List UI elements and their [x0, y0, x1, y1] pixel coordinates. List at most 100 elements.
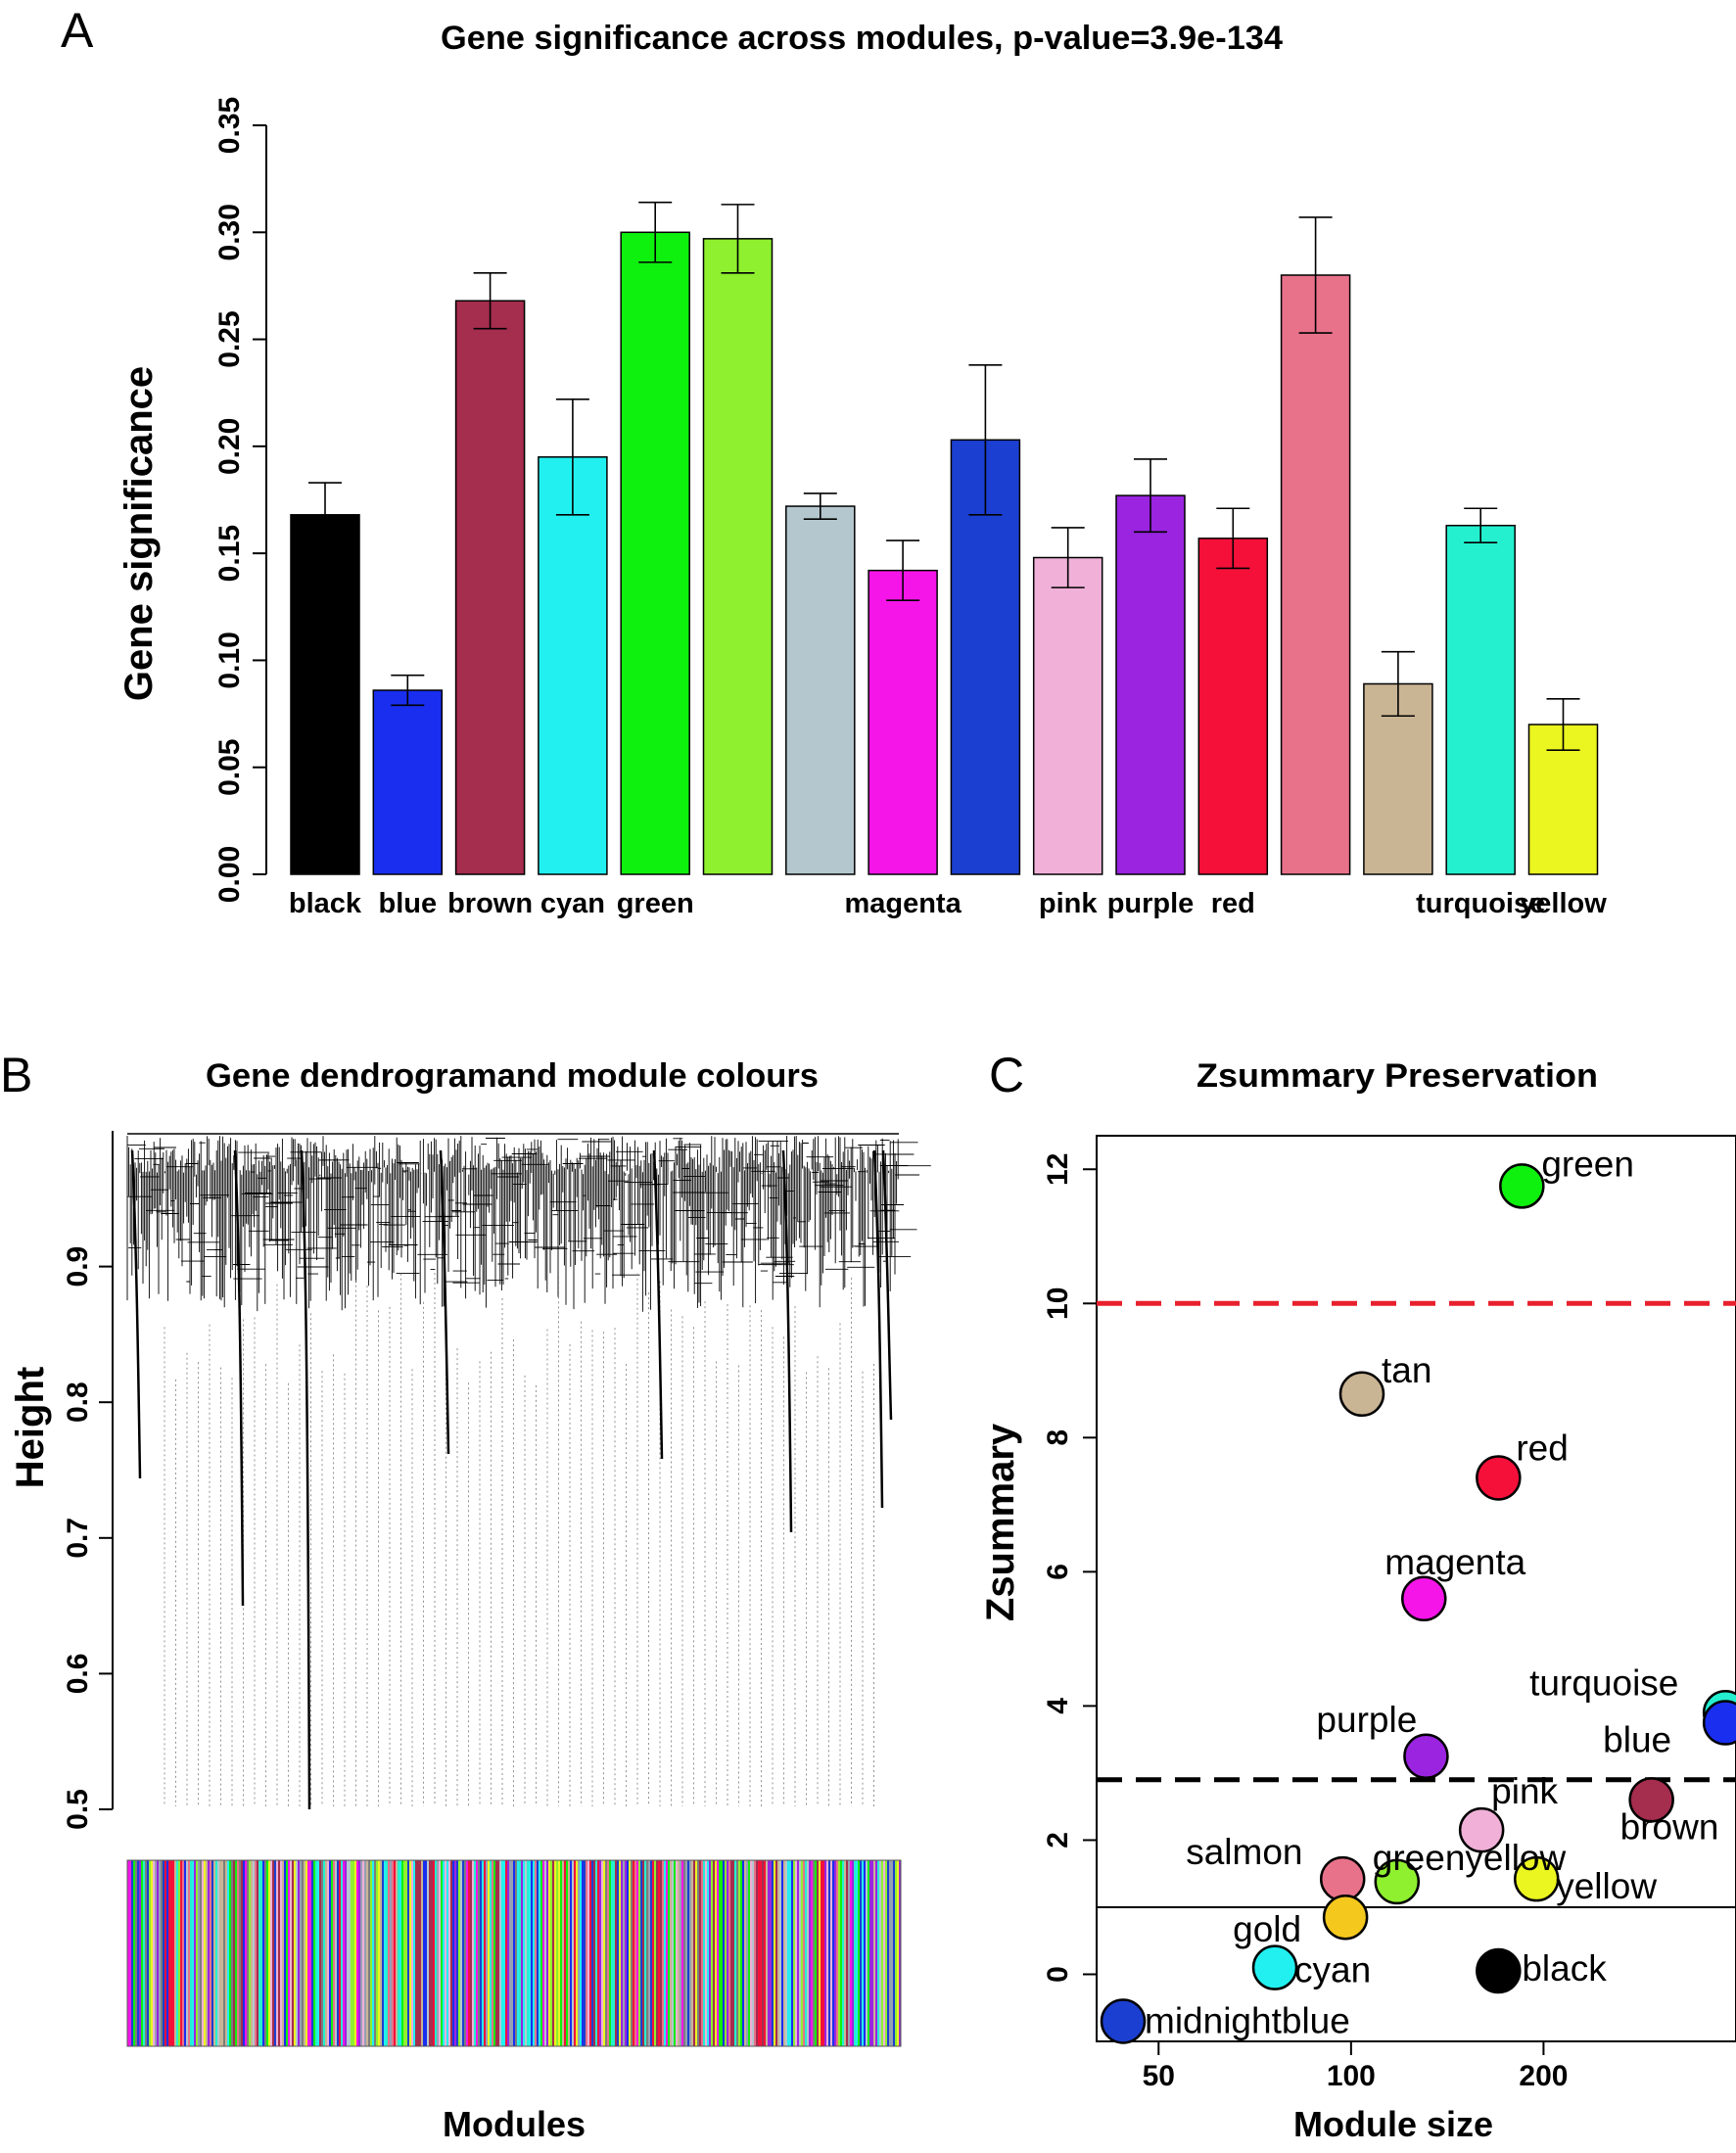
module-color-stripe — [889, 1860, 892, 2046]
module-color-stripe — [315, 1860, 318, 2046]
category-label-black: black — [289, 888, 362, 919]
module-color-stripe — [687, 1860, 690, 2046]
module-color-stripe — [264, 1860, 267, 2046]
module-color-stripe — [305, 1860, 308, 2046]
module-color-stripe — [309, 1860, 312, 2046]
module-color-stripe — [380, 1860, 383, 2046]
bar-brown — [454, 300, 526, 875]
module-color-stripe — [227, 1860, 230, 2046]
module-color-stripe — [413, 1860, 416, 2046]
module-color-stripe — [707, 1860, 710, 2046]
module-color-stripe — [147, 1860, 150, 2046]
module-color-stripe — [680, 1860, 682, 2046]
module-color-stripe — [544, 1860, 547, 2046]
module-color-stripe — [738, 1860, 741, 2046]
module-color-stripe — [347, 1860, 350, 2046]
module-color-stripe — [785, 1860, 788, 2046]
module-color-stripe — [693, 1860, 696, 2046]
module-color-stripe — [717, 1860, 720, 2046]
module-color-stripe — [288, 1860, 291, 2046]
scatter-plot-frame — [1096, 1135, 1736, 2042]
point-magenta — [1401, 1575, 1447, 1622]
module-color-stripe — [517, 1860, 520, 2046]
point-label-midnightblue: midnightblue — [1145, 2000, 1350, 2040]
module-color-stripe — [200, 1860, 203, 2046]
module-color-stripe — [866, 1860, 868, 2046]
module-color-stripe — [813, 1860, 816, 2046]
module-color-stripe — [258, 1860, 261, 2046]
module-color-stripe — [695, 1860, 698, 2046]
module-color-stripe — [480, 1860, 483, 2046]
module-color-stripe — [570, 1860, 573, 2046]
module-color-stripe — [505, 1860, 508, 2046]
point-salmon — [1319, 1855, 1366, 1902]
module-color-stripe — [490, 1860, 493, 2046]
module-color-stripe — [533, 1860, 536, 2046]
module-color-stripe — [779, 1860, 782, 2046]
module-color-stripe — [678, 1860, 680, 2046]
module-color-stripe — [131, 1860, 134, 2046]
module-color-stripe — [290, 1860, 293, 2046]
module-color-stripe — [723, 1860, 726, 2046]
module-color-stripe — [266, 1860, 269, 2046]
module-color-stripe — [211, 1860, 214, 2046]
module-color-stripe — [811, 1860, 814, 2046]
dendrogram-long-branch — [130, 1149, 142, 1479]
module-color-stripe — [815, 1860, 818, 2046]
module-color-stripe — [744, 1860, 747, 2046]
module-color-stripe — [613, 1860, 616, 2046]
module-color-stripe — [664, 1860, 667, 2046]
module-color-stripe — [164, 1860, 167, 2046]
point-label-tan: tan — [1382, 1350, 1431, 1390]
module-color-stripe — [198, 1860, 201, 2046]
module-color-stripe — [270, 1860, 273, 2046]
module-color-stripe — [791, 1860, 794, 2046]
panel-letter-a: A — [61, 3, 94, 58]
point-label-black: black — [1522, 1948, 1607, 1989]
module-color-stripe — [445, 1860, 447, 2046]
module-color-stripe — [458, 1860, 461, 2046]
module-color-stripe — [331, 1860, 334, 2046]
module-color-stripe — [515, 1860, 518, 2046]
module-color-stripe — [621, 1860, 624, 2046]
module-color-stripe — [772, 1860, 774, 2046]
module-color-stripe — [883, 1860, 886, 2046]
module-color-stripe — [245, 1860, 248, 2046]
module-color-stripe — [660, 1860, 663, 2046]
module-color-stripe — [527, 1860, 530, 2046]
module-color-stripe — [756, 1860, 759, 2046]
module-color-stripe — [711, 1860, 714, 2046]
module-color-stripe — [417, 1860, 420, 2046]
dendrogram-long-branch — [881, 1149, 893, 1421]
module-color-stripe — [623, 1860, 626, 2046]
module-color-stripe — [182, 1860, 185, 2046]
module-color-stripe — [294, 1860, 297, 2046]
module-color-stripe — [576, 1860, 579, 2046]
module-color-stripe — [730, 1860, 733, 2046]
module-color-stripe — [586, 1860, 588, 2046]
module-color-stripe — [339, 1860, 342, 2046]
module-color-stripe — [842, 1860, 845, 2046]
module-color-stripe — [161, 1860, 164, 2046]
module-color-stripe — [860, 1860, 863, 2046]
module-color-stripe — [634, 1860, 637, 2046]
module-color-stripe — [830, 1860, 833, 2046]
module-color-stripe — [609, 1860, 612, 2046]
module-color-stripe — [584, 1860, 586, 2046]
module-color-stripe — [546, 1860, 549, 2046]
module-color-stripe — [437, 1860, 440, 2046]
module-color-stripe — [284, 1860, 287, 2046]
bar-pink — [1032, 556, 1103, 875]
module-color-stripe — [568, 1860, 571, 2046]
category-label-brown: brown — [447, 888, 533, 919]
bar-lightcyan — [785, 505, 856, 875]
dendrogram-long-branch — [300, 1149, 311, 1810]
module-color-stripe — [556, 1860, 559, 2046]
module-color-stripe — [574, 1860, 577, 2046]
module-color-stripe — [838, 1860, 841, 2046]
module-color-stripe — [560, 1860, 563, 2046]
module-color-stripe — [740, 1860, 743, 2046]
module-color-stripe — [317, 1860, 320, 2046]
module-color-stripe — [562, 1860, 565, 2046]
point-midnightblue — [1100, 1998, 1147, 2044]
